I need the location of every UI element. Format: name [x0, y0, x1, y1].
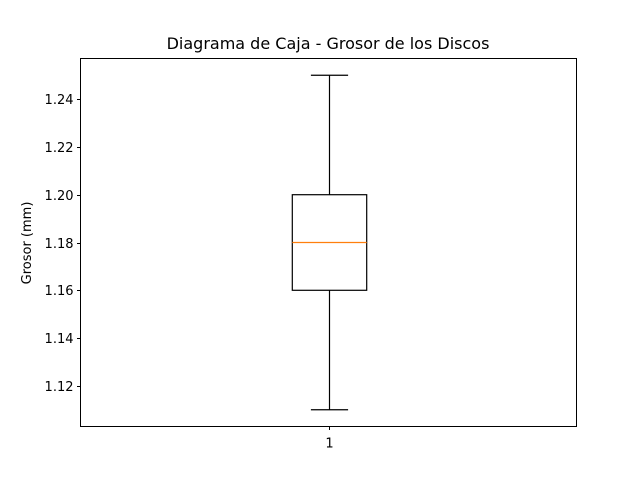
y-tick-label: 1.16	[45, 284, 74, 299]
y-tick-label: 1.22	[45, 141, 74, 156]
y-tick-label: 1.24	[45, 93, 74, 108]
y-tick-label: 1.20	[45, 189, 74, 204]
box-plot-elements	[291, 74, 368, 411]
y-tick-label: 1.12	[45, 380, 74, 395]
plot-area-frame	[80, 58, 577, 427]
y-tick-label: 1.14	[45, 332, 74, 347]
x-tick-label: 1	[325, 437, 333, 452]
y-axis-label: Grosor (mm)	[20, 202, 35, 285]
chart-title: Diagrama de Caja - Grosor de los Discos	[167, 34, 490, 53]
axis-ticks: 1.12 1.14 1.16 1.18 1.20 1.22 1.24 1	[45, 93, 334, 452]
y-tick-label: 1.18	[45, 237, 74, 252]
